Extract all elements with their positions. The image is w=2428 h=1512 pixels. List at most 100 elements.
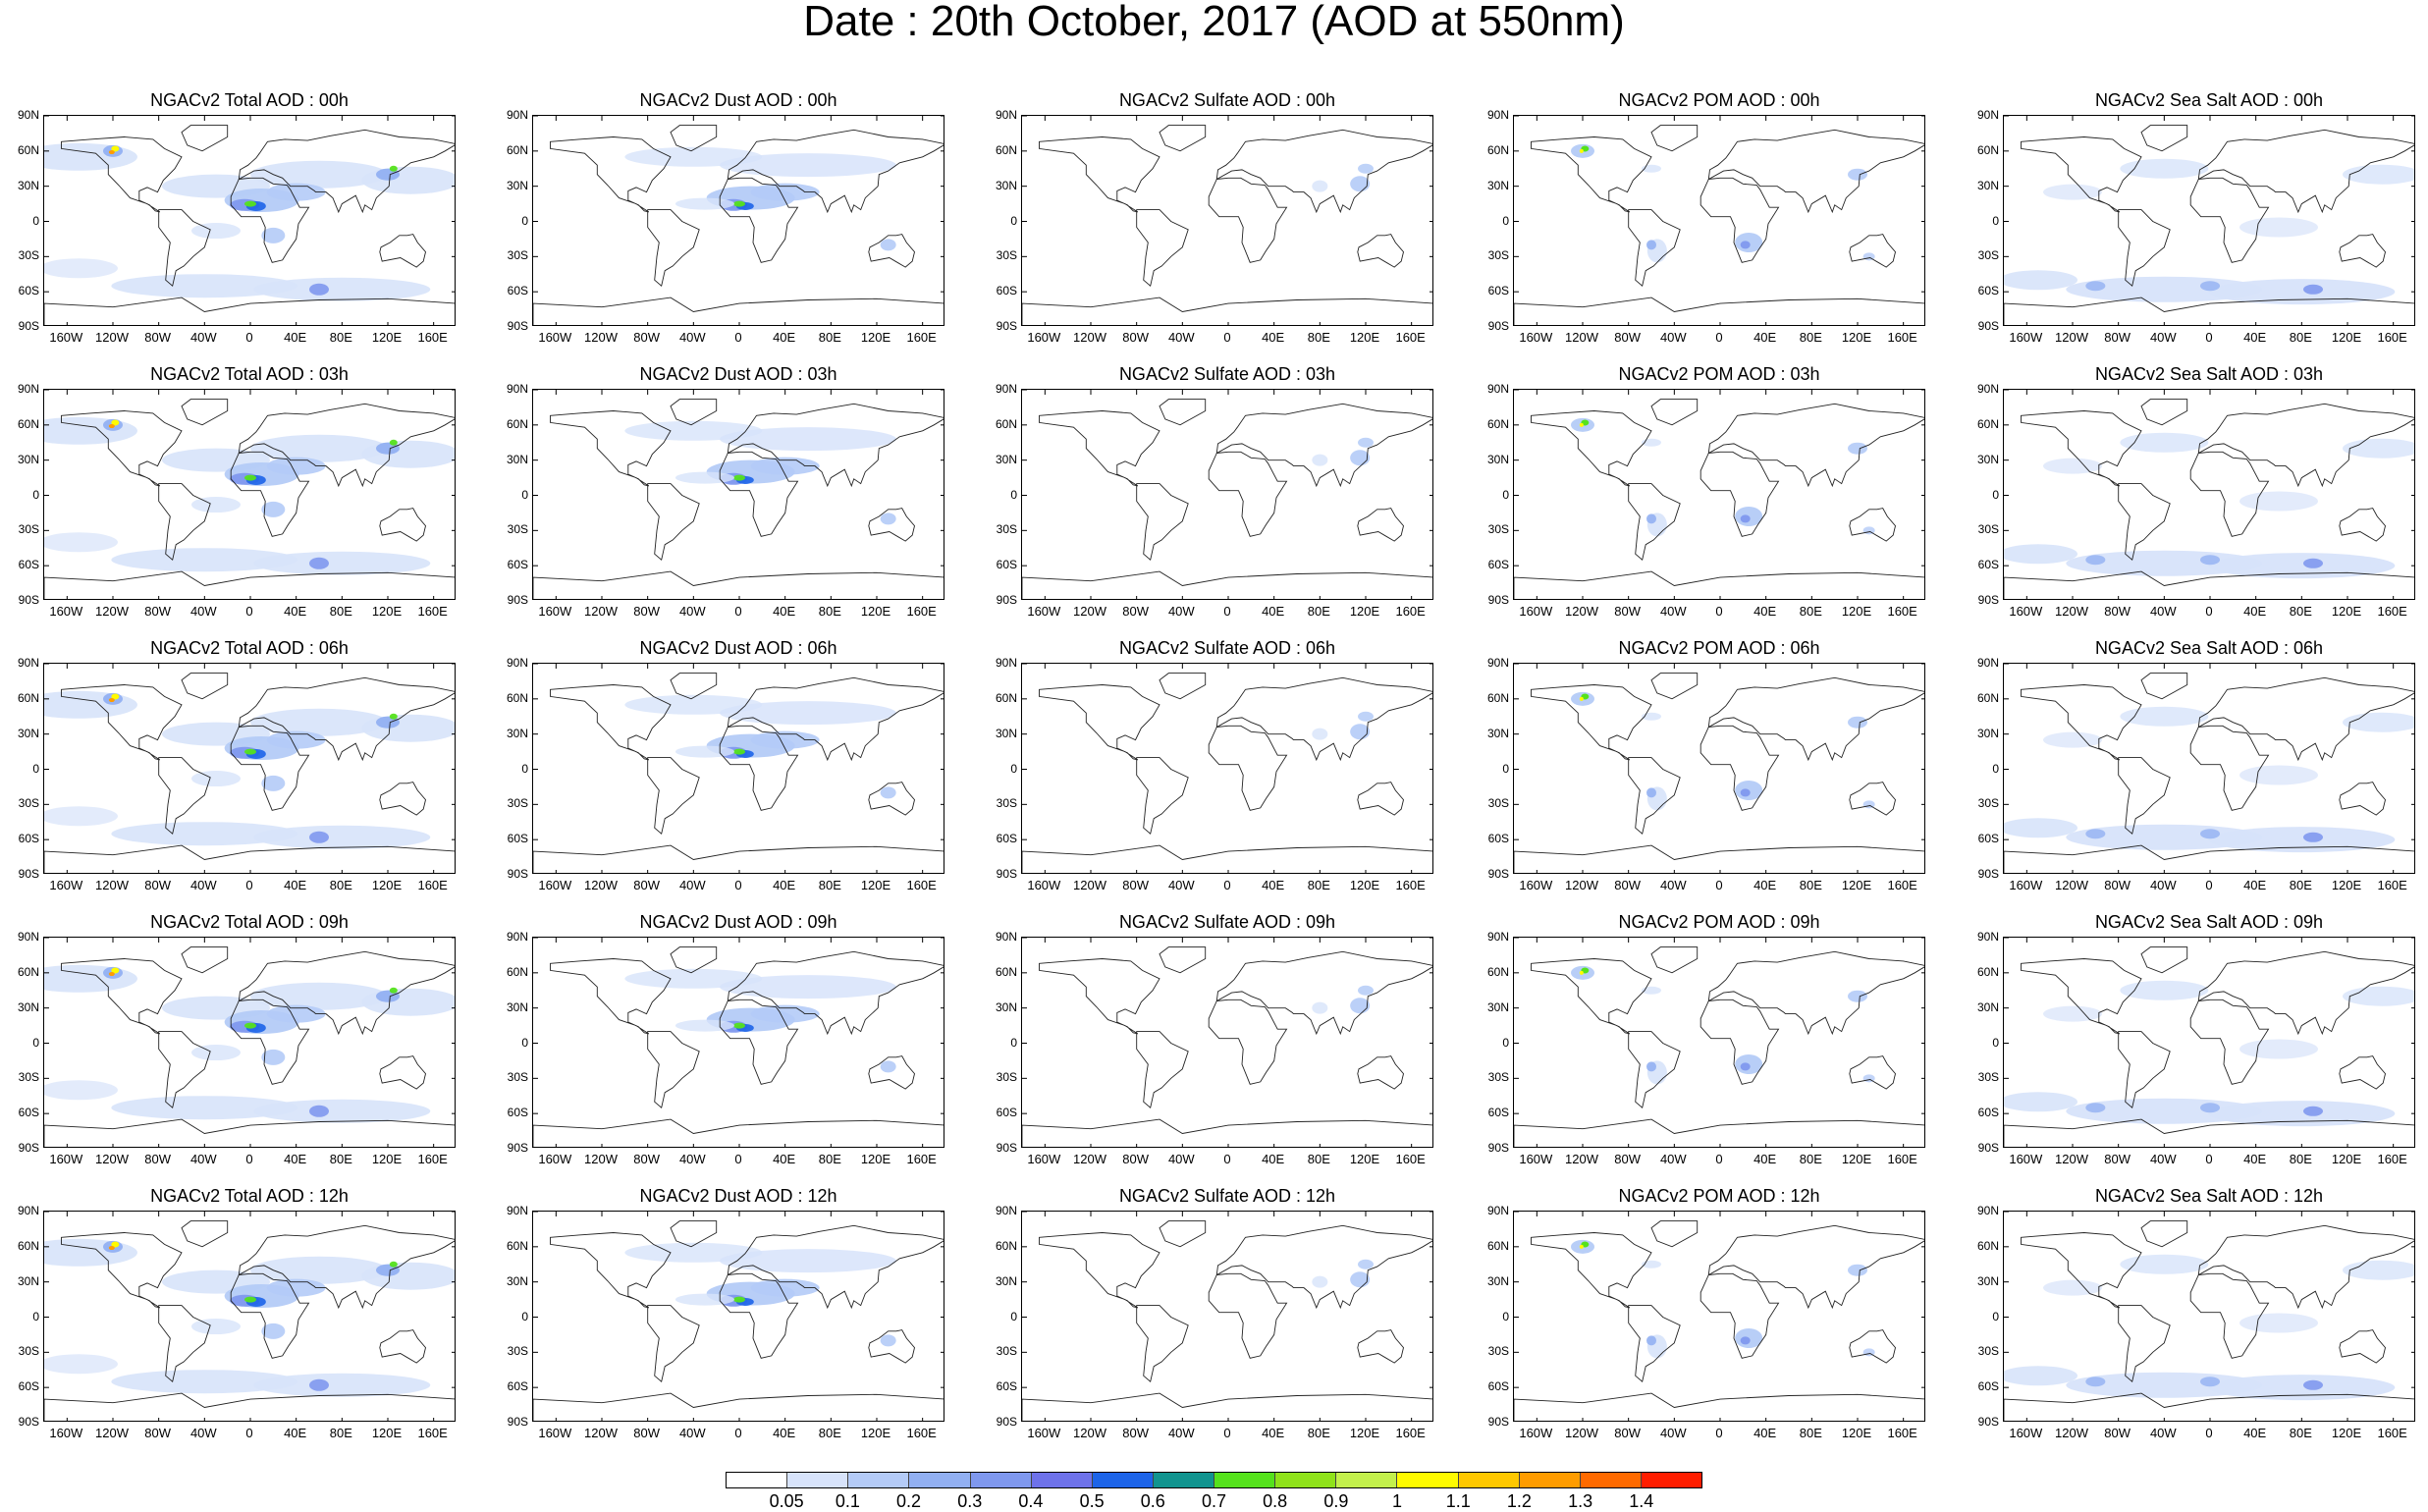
aod-field [44,1238,137,1267]
lat-tick-label: 60N [506,416,528,431]
colorbar-swatch [848,1473,910,1487]
aod-field [1312,728,1328,740]
aod-field [108,424,115,429]
lat-tick-label: 0 [32,1309,39,1323]
lon-tick-label: 80W [633,604,661,619]
lon-tick-label: 0 [734,1426,742,1440]
map-canvas [1022,938,1432,1147]
aod-field [253,551,431,575]
lon-tick-label: 40W [189,1152,217,1166]
colorbar-label: 1.2 [1506,1491,1532,1511]
lat-tick-label: 90S [996,1415,1017,1429]
lat-tick-label: 90N [995,930,1017,944]
lat-tick-label: 60N [995,142,1017,157]
lat-tick-label: 60N [1976,964,1999,979]
lon-tick-label: 40E [773,1426,796,1440]
coastline [2118,757,2171,836]
aod-field [1646,787,1656,798]
coastline [2189,999,2270,1085]
aod-field [309,831,329,843]
lon-tick-label: 0 [1223,604,1231,619]
lon-tick-label: 80E [2289,1426,2312,1440]
coastline [2004,297,2414,325]
aod-field [2085,1103,2106,1113]
lon-tick-label: 80W [633,1426,661,1440]
coastline [1136,209,1189,288]
lat-tick-label: 90N [995,108,1017,122]
coastline [158,1031,211,1109]
aod-field [111,1370,298,1394]
lat-tick-label: 60S [1487,284,1509,298]
aod-field [309,1105,329,1117]
aod-field [733,474,745,481]
aod-field [361,988,455,1016]
lon-tick-label: 40W [1659,1152,1687,1166]
lat-tick-label: 30N [995,452,1017,466]
coastline [1136,757,1189,836]
lon-tick-label: 160W [538,878,572,892]
lon-tick-label: 120E [371,1426,403,1440]
lon-tick-label: 80E [329,330,352,345]
lat-tick-label: 90S [18,867,39,881]
lat-tick-label: 90N [17,1204,39,1217]
lon-tick-label: 0 [2205,878,2213,892]
lat-tick-label: 90N [17,108,39,122]
lat-tick-label: 60N [995,964,1017,979]
lon-tick-label: 0 [734,330,742,345]
lat-tick-label: 30S [18,796,39,811]
aod-field [2208,1375,2396,1401]
coastline [2189,1272,2270,1359]
lon-tick-label: 160E [1887,330,1917,345]
coastline [550,1232,672,1309]
aod-field [111,548,298,572]
lon-tick-label: 160E [417,604,448,619]
map-canvas [2004,1212,2414,1421]
aod-field [111,693,120,700]
lat-tick-label: 90N [506,1204,528,1217]
lat-tick-label: 90S [507,867,528,881]
coastline [2004,1118,2414,1147]
coastline [1136,1305,1189,1383]
lon-tick-label: 40W [678,1152,706,1166]
panel-title: NGACv2 Dust AOD : 03h [639,364,837,384]
aod-field [389,987,398,994]
coastline [1022,297,1432,325]
aod-field [111,1241,120,1248]
lat-tick-label: 90N [1976,930,1999,944]
lon-tick-label: 80W [2104,1426,2131,1440]
coastline [2118,1305,2171,1383]
coastline [1707,403,1924,488]
lon-tick-label: 160W [1519,604,1553,619]
aod-field [253,1099,431,1123]
aod-field [44,690,137,719]
lat-tick-label: 30S [18,1070,39,1085]
lat-tick-label: 60N [17,964,39,979]
coastline [1022,1118,1432,1147]
lat-tick-label: 60S [996,1106,1017,1120]
coastline [670,1220,718,1248]
coastline [44,297,455,325]
aod-field [361,440,455,468]
panel-title: NGACv2 Total AOD : 03h [150,364,349,384]
coastline [1514,1392,1924,1421]
lat-tick-label: 30N [17,178,39,192]
lon-tick-label: 160E [2377,1426,2407,1440]
coastline [158,757,211,836]
panel-title: NGACv2 Total AOD : 06h [150,638,349,658]
aod-field [253,1373,431,1397]
lon-tick-label: 120E [860,330,891,345]
lat-tick-label: 30S [18,522,39,537]
aod-field [1312,1001,1328,1014]
map-canvas [533,664,944,873]
lat-tick-label: 90S [996,1141,1017,1155]
lat-tick-label: 90S [507,1415,528,1429]
aod-field [191,771,241,787]
aod-field [880,786,896,799]
coastline [670,399,718,426]
panel-title: NGACv2 Dust AOD : 06h [639,638,837,658]
coastline [379,234,426,268]
aod-field [2085,1377,2106,1387]
colorbar-swatch [970,1473,1032,1487]
lon-tick-label: 120W [2055,1426,2088,1440]
lat-tick-label: 0 [1502,1309,1509,1323]
